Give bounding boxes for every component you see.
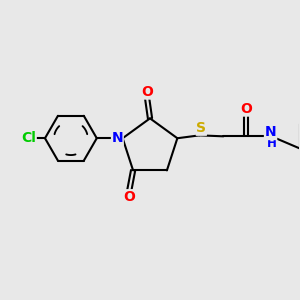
- Text: N: N: [265, 125, 276, 140]
- Text: H: H: [267, 137, 277, 150]
- Text: O: O: [123, 190, 135, 204]
- Text: S: S: [196, 121, 206, 135]
- Text: O: O: [141, 85, 153, 99]
- Text: N: N: [112, 131, 123, 145]
- Text: Cl: Cl: [21, 131, 36, 145]
- Text: O: O: [241, 102, 252, 116]
